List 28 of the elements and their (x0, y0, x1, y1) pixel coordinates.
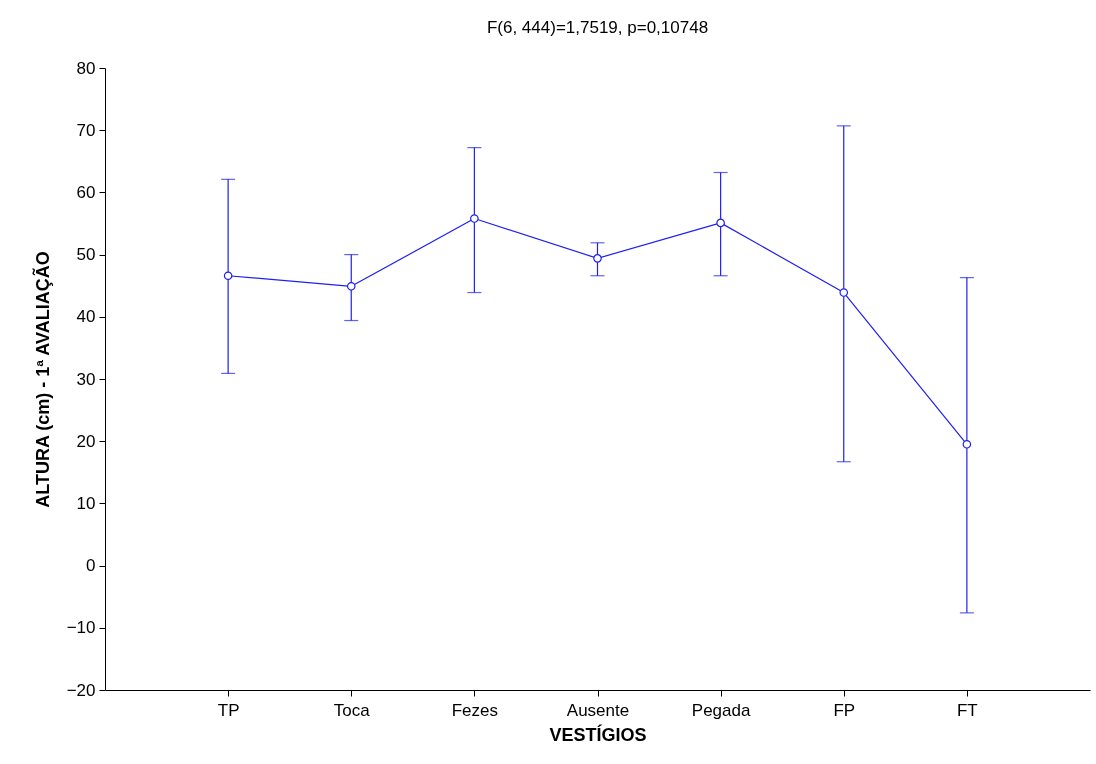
y-tick-label: 80 (76, 58, 96, 78)
point (716, 218, 725, 228)
x-tick-label: FT (956, 700, 978, 720)
y-tick-label: 40 (76, 307, 96, 327)
y-tick-label: 10 (76, 493, 96, 513)
point (593, 254, 602, 263)
x-tick-label: Toca (333, 700, 371, 720)
x-tick-label: Fezes (451, 700, 499, 720)
point (346, 282, 356, 291)
x-tick-label: FP (833, 700, 856, 720)
y-tick-label: −10 (66, 618, 96, 638)
y-tick-label: −20 (66, 680, 96, 700)
y-tick-label: 20 (76, 431, 96, 451)
y-tick-label: 30 (76, 369, 96, 389)
point (962, 440, 972, 449)
y-tick-label: 0 (86, 556, 96, 576)
chart-title: F(6, 444)=1,7519, p=0,10748 (486, 18, 709, 37)
y-tick-label: 70 (76, 120, 96, 140)
point (839, 288, 849, 297)
x-tick-label: TP (217, 700, 240, 720)
point (223, 271, 233, 281)
x-axis-title: VESTÍGIOS (549, 723, 647, 745)
y-tick-label: 50 (76, 245, 96, 265)
x-tick-label: Pegada (691, 700, 751, 720)
x-tick-label: Ausente (566, 700, 630, 720)
y-axis-title: ALTURA (cm) - 1ª AVALIAÇÃO (31, 251, 53, 508)
y-tick-label: 60 (76, 182, 96, 202)
point (470, 214, 479, 223)
